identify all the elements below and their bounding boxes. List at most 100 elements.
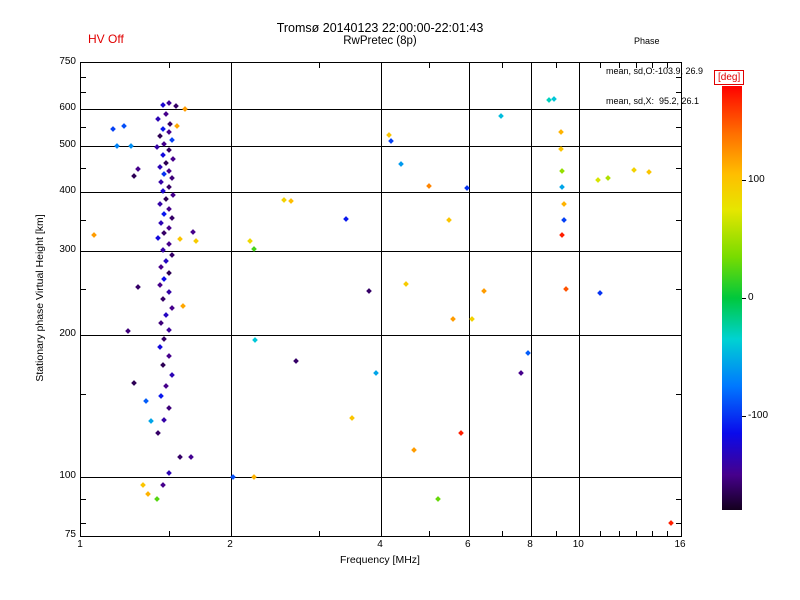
data-point: [139, 482, 146, 489]
data-point: [157, 164, 163, 170]
data-point: [165, 270, 172, 276]
data-point: [162, 159, 169, 166]
y-minor-tick: [676, 219, 681, 221]
data-point: [246, 238, 253, 245]
data-point: [342, 216, 349, 222]
data-point: [162, 382, 169, 389]
data-point: [161, 417, 168, 423]
data-point: [250, 474, 257, 480]
x-minor-tick: [599, 531, 601, 536]
x-minor-tick: [168, 531, 170, 536]
data-point: [165, 327, 172, 334]
x-minor-tick: [318, 531, 320, 536]
y-axis-label: Stationary phase Virtual Height [km]: [34, 214, 46, 382]
data-point: [162, 111, 169, 117]
y-minor-tick: [81, 288, 86, 290]
data-point: [288, 198, 294, 204]
colorbar-tick: [742, 415, 746, 417]
data-point: [165, 404, 172, 411]
colorbar-unit-label: [deg]: [714, 70, 745, 85]
y-minor-tick: [676, 77, 681, 79]
colorbar-gradient: [722, 86, 742, 510]
y-gridline: [81, 192, 681, 194]
data-point: [631, 167, 638, 174]
x-minor-tick: [429, 63, 431, 68]
data-point: [147, 418, 154, 425]
data-point: [168, 372, 175, 379]
data-point: [155, 235, 162, 241]
data-point: [449, 315, 456, 322]
data-point: [182, 105, 189, 112]
x-tick-label: 4: [377, 539, 383, 550]
data-point: [161, 276, 168, 282]
x-minor-tick: [318, 63, 320, 68]
data-point: [177, 454, 183, 461]
data-point: [190, 228, 197, 235]
data-point: [403, 280, 409, 287]
y-tick-label: 100: [59, 469, 76, 481]
hv-status-label: HV Off: [88, 32, 124, 46]
data-point: [160, 151, 166, 158]
y-minor-tick: [676, 126, 681, 128]
data-point: [165, 353, 172, 359]
data-point: [113, 143, 120, 150]
data-point: [165, 147, 172, 154]
y-gridline: [81, 334, 681, 336]
y-minor-tick: [81, 522, 86, 524]
y-tick-label: 75: [64, 529, 76, 540]
x-minor-tick: [652, 531, 654, 536]
data-point: [167, 120, 174, 127]
data-point: [158, 264, 165, 270]
x-minor-tick: [652, 63, 654, 68]
y-gridline: [81, 476, 681, 478]
data-point: [563, 285, 569, 292]
y-minor-tick: [676, 393, 681, 395]
x-minor-tick: [429, 531, 431, 536]
data-point: [134, 284, 141, 290]
data-point: [386, 132, 392, 138]
x-minor-tick: [599, 63, 601, 68]
data-point: [559, 167, 566, 174]
phase-statistics: Phase mean, sd,O:-103.9, 26.9 mean, sd,X…: [606, 16, 703, 126]
x-tick-label: 1: [77, 539, 83, 550]
x-tick-label: 2: [227, 539, 233, 550]
y-minor-tick: [676, 92, 681, 94]
data-point: [165, 469, 172, 476]
data-point: [158, 179, 165, 185]
data-point: [168, 304, 175, 311]
data-point: [161, 230, 168, 236]
data-point: [165, 99, 172, 106]
data-point: [597, 289, 603, 296]
y-tick-label: 600: [59, 101, 76, 113]
y-minor-tick: [676, 498, 681, 500]
data-point: [144, 491, 151, 497]
data-point: [559, 232, 566, 239]
x-tick-label: 8: [527, 539, 533, 550]
data-point: [121, 123, 127, 129]
plot-area: [80, 62, 682, 537]
data-point: [280, 197, 287, 203]
y-gridline: [81, 108, 681, 110]
x-gridline: [531, 63, 532, 536]
x-minor-tick: [667, 63, 669, 68]
data-point: [469, 315, 476, 322]
data-point: [397, 161, 404, 168]
data-point: [158, 319, 165, 326]
x-minor-tick: [667, 531, 669, 536]
data-point: [90, 231, 97, 238]
y-minor-tick: [81, 126, 86, 128]
data-point: [165, 289, 172, 295]
x-minor-tick: [556, 63, 558, 68]
data-point: [426, 183, 433, 189]
data-point: [458, 429, 465, 436]
x-gridline: [579, 63, 581, 536]
data-point: [131, 380, 138, 386]
x-gridline: [231, 63, 232, 536]
x-minor-tick: [502, 531, 504, 536]
data-point: [161, 210, 168, 217]
phase-stats-o-mode: mean, sd,O:-103.9, 26.9: [606, 66, 704, 76]
data-point: [251, 336, 258, 343]
data-point: [165, 225, 172, 231]
data-point: [170, 192, 176, 199]
